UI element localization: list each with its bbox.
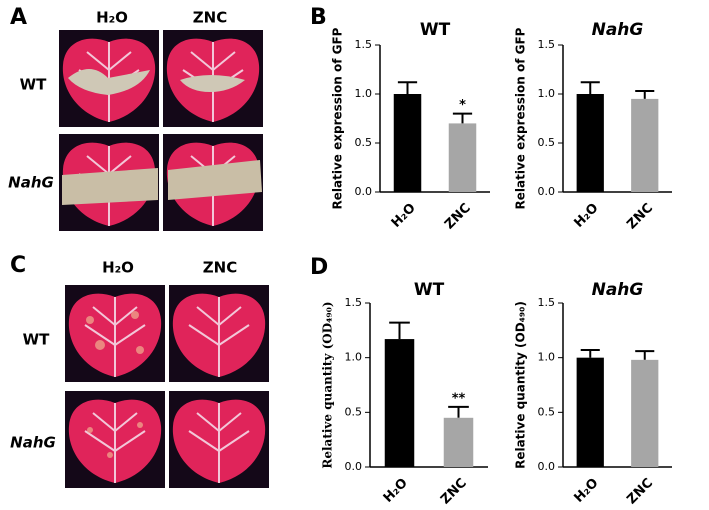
x-tick-label: ZNC [438, 476, 470, 508]
panel-label: A [10, 5, 27, 30]
bar [384, 339, 415, 467]
row-label: WT [20, 76, 48, 94]
y-tick-label: 1.5 [538, 38, 556, 51]
y-tick-label: 1.0 [538, 87, 556, 100]
y-tick-label: 0.5 [538, 405, 556, 418]
y-tick-label: 0.0 [355, 185, 373, 198]
y-tick-label: 1.5 [345, 296, 363, 309]
y-axis-label: Relative quantity (OD₄₉₀) [321, 301, 335, 468]
x-tick-label: ZNC [442, 201, 474, 233]
y-tick-label: 0.0 [345, 460, 363, 473]
chart-title: WT [414, 280, 445, 300]
chart-title: NahG [592, 20, 644, 40]
y-tick-label: 0.5 [345, 405, 363, 418]
column-label: H₂O [96, 9, 128, 27]
significance: * [459, 98, 466, 113]
column-label: ZNC [193, 9, 227, 27]
row-label: WT [23, 331, 51, 349]
y-axis-label: Relative quantity (OD₄₉₀) [514, 301, 528, 469]
panel-label: D [310, 255, 328, 280]
row-label: NahG [8, 174, 54, 192]
y-tick-label: 1.0 [345, 351, 363, 364]
y-tick-label: 0.0 [538, 185, 556, 198]
y-tick-label: 1.5 [538, 296, 556, 309]
x-tick-label: H₂O [381, 476, 411, 506]
chart-title: NahG [592, 280, 644, 300]
y-tick-label: 0.0 [538, 460, 556, 473]
significance: ** [452, 391, 466, 406]
column-label: ZNC [203, 259, 237, 277]
column-label: H₂O [102, 259, 134, 277]
bar [448, 123, 477, 192]
y-tick-label: 1.5 [355, 38, 373, 51]
photo-grid-c [64, 284, 270, 489]
y-tick-label: 0.5 [538, 136, 556, 149]
panel-label: B [310, 5, 327, 30]
bar [576, 357, 604, 467]
x-tick-label: H₂O [389, 201, 419, 231]
y-tick-label: 1.0 [538, 351, 556, 364]
y-tick-label: 0.5 [355, 136, 373, 149]
x-tick-label: H₂O [571, 201, 601, 231]
x-tick-label: ZNC [624, 201, 656, 233]
photo-grid-a [58, 29, 264, 232]
y-axis-label: Relative expression of GFP [331, 27, 345, 209]
x-tick-label: H₂O [571, 476, 601, 506]
y-axis-label: Relative expression of GFP [514, 27, 528, 209]
bar [393, 94, 422, 192]
bar [631, 359, 659, 467]
bar [576, 94, 604, 192]
chart-title: WT [420, 20, 451, 40]
bar [631, 98, 659, 192]
bar [443, 417, 474, 467]
panel-label: C [10, 253, 26, 278]
y-tick-label: 1.0 [355, 87, 373, 100]
row-label: NahG [10, 434, 56, 452]
x-tick-label: ZNC [624, 476, 656, 508]
